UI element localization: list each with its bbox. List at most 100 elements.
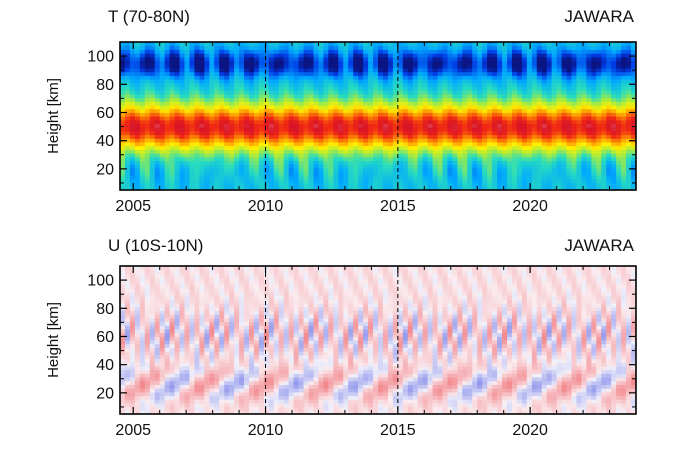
- heatmap-cell: [447, 149, 454, 154]
- heatmap-cell: [313, 60, 320, 65]
- heatmap-cell: [129, 317, 136, 323]
- heatmap-cell: [591, 97, 597, 102]
- heatmap-cell: [204, 108, 210, 113]
- heatmap-cell: [348, 97, 354, 102]
- heatmap-cell: [437, 82, 444, 87]
- heatmap-cell: [144, 314, 151, 319]
- heatmap-cell: [492, 42, 498, 47]
- heatmap-cell: [194, 149, 200, 154]
- heatmap-cell: [278, 67, 285, 73]
- heatmap-cell: [422, 138, 429, 143]
- heatmap-cell: [159, 60, 166, 65]
- heatmap-cell: [358, 160, 364, 165]
- heatmap-cell: [199, 79, 205, 84]
- heatmap-cell: [626, 164, 632, 169]
- heatmap-cell: [120, 369, 126, 374]
- heatmap-cell: [452, 75, 458, 80]
- heatmap-cell: [124, 380, 131, 385]
- heatmap-cell: [531, 182, 538, 187]
- heatmap-cell: [492, 182, 498, 187]
- heatmap-cell: [343, 86, 349, 91]
- heatmap-cell: [253, 71, 260, 76]
- heatmap-cell: [601, 138, 607, 143]
- heatmap-cell: [144, 388, 151, 393]
- heatmap-cell: [621, 79, 627, 84]
- heatmap-cell: [283, 178, 290, 184]
- heatmap-cell: [194, 317, 200, 323]
- heatmap-cell: [120, 340, 126, 345]
- heatmap-cell: [536, 119, 543, 124]
- heatmap-cell: [368, 67, 374, 73]
- heatmap-cell: [239, 108, 245, 113]
- heatmap-cell: [189, 343, 196, 348]
- heatmap-cell: [422, 49, 429, 54]
- heatmap-cell: [437, 141, 444, 147]
- heatmap-cell: [427, 149, 434, 154]
- heatmap-cell: [244, 153, 250, 158]
- heatmap-cell: [427, 97, 434, 102]
- heatmap-cell: [298, 45, 305, 50]
- heatmap-cell: [159, 178, 166, 184]
- heatmap-cell: [244, 86, 250, 91]
- heatmap-cell: [432, 127, 439, 132]
- heatmap-cell: [179, 153, 186, 158]
- heatmap-cell: [120, 160, 126, 165]
- heatmap-cell: [531, 138, 538, 143]
- heatmap-cell: [273, 112, 280, 117]
- heatmap-cell: [363, 75, 369, 80]
- heatmap-cell: [303, 153, 310, 158]
- heatmap-cell: [387, 53, 394, 58]
- heatmap-cell: [392, 175, 399, 180]
- heatmap-cell: [412, 60, 419, 65]
- heatmap-cell: [462, 138, 468, 143]
- heatmap-cell: [134, 71, 141, 76]
- heatmap-cell: [387, 141, 394, 147]
- heatmap-cell: [417, 116, 424, 121]
- heatmap-cell: [566, 153, 573, 158]
- heatmap-cell: [521, 134, 528, 139]
- heatmap-cells: [120, 42, 636, 190]
- heatmap-cell: [561, 182, 568, 187]
- heatmap-cell: [571, 101, 578, 106]
- heatmap-cell: [437, 108, 444, 113]
- heatmap-cell: [497, 49, 503, 54]
- heatmap-cell: [278, 171, 285, 176]
- heatmap-cell: [447, 134, 454, 139]
- heatmap-cell: [616, 104, 622, 110]
- heatmap-cell: [392, 90, 399, 95]
- heatmap-cell: [214, 171, 220, 176]
- heatmap-cell: [591, 138, 597, 143]
- heatmap-cell: [189, 362, 196, 367]
- heatmap-cell: [467, 67, 473, 73]
- heatmap-cell: [442, 86, 449, 91]
- heatmap-cell: [199, 67, 205, 73]
- heatmap-cell: [288, 116, 295, 121]
- heatmap-cell: [313, 160, 320, 165]
- heatmap-cell: [229, 175, 235, 180]
- heatmap-cell: [427, 53, 434, 58]
- heatmap-cell: [258, 79, 265, 84]
- heatmap-cell: [219, 97, 225, 102]
- heatmap-cell: [134, 328, 141, 334]
- heatmap-cell: [353, 86, 359, 91]
- heatmap-cell: [149, 164, 156, 169]
- heatmap-cell: [511, 149, 518, 154]
- heatmap-cell: [149, 336, 156, 341]
- heatmap-cell: [432, 42, 439, 47]
- heatmap-cell: [343, 108, 349, 113]
- heatmap-cell: [154, 306, 161, 311]
- heatmap-cell: [149, 406, 156, 411]
- heatmap-cell: [472, 86, 478, 91]
- heatmap-cell: [174, 269, 181, 274]
- heatmap-cell: [154, 112, 161, 117]
- heatmap-cell: [184, 269, 191, 274]
- heatmap-cell: [169, 362, 176, 367]
- heatmap-cell: [333, 93, 339, 99]
- heatmap-cell: [333, 182, 339, 187]
- heatmap-cell: [308, 178, 315, 184]
- heatmap-cell: [283, 186, 290, 190]
- heatmap-cell: [149, 347, 156, 352]
- heatmap-cell: [556, 119, 563, 124]
- heatmap-cell: [561, 64, 568, 69]
- heatmap-cell: [199, 90, 205, 95]
